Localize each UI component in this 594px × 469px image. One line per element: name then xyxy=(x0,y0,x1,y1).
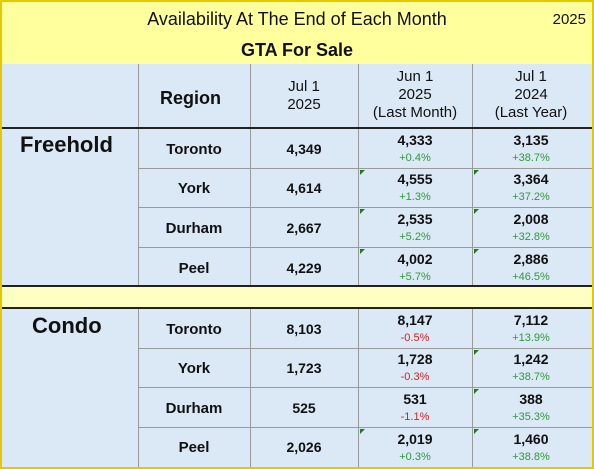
jun-change: +0.3% xyxy=(399,451,431,463)
jun-2025-value: 2,535 xyxy=(397,211,433,227)
jul-2025-value: 2,667 xyxy=(286,220,322,236)
jul-2024-value: 388 xyxy=(519,391,543,407)
jun-change: +5.2% xyxy=(399,231,431,243)
jul-2024-value: 2,008 xyxy=(513,211,549,227)
jun-2025-value: 2,019 xyxy=(397,431,433,447)
jul-2025-value: 4,614 xyxy=(286,180,322,196)
region-name: Toronto xyxy=(166,321,222,338)
cell-flag-icon xyxy=(474,170,479,175)
jul-2024-value: 3,135 xyxy=(513,132,549,148)
table-subtitle: GTA For Sale xyxy=(240,40,354,60)
col-jul-2025-header: Jul 1 2025 xyxy=(287,78,321,113)
jun-2025-value: 4,333 xyxy=(397,132,433,148)
cell-flag-icon xyxy=(474,429,479,434)
cell-flag-icon xyxy=(360,170,365,175)
table-title: Availability At The End of Each Month xyxy=(147,9,447,29)
jun-change: +0.4% xyxy=(399,152,431,164)
jun-2025-value: 1,728 xyxy=(397,351,433,367)
jul-2024-value: 1,242 xyxy=(513,351,549,367)
jul-2025-value: 525 xyxy=(292,400,316,416)
region-name: York xyxy=(177,180,211,197)
section-separator xyxy=(2,287,592,307)
jul-2025-value: 2,026 xyxy=(286,439,322,455)
jun-2025-value: 8,147 xyxy=(397,312,433,328)
region-name: Durham xyxy=(165,220,223,237)
jul-2024-value: 2,886 xyxy=(513,251,549,267)
jun-2025-value: 4,555 xyxy=(397,171,433,187)
jun-2025-value: 4,002 xyxy=(397,251,433,267)
region-name: Peel xyxy=(178,260,210,277)
col-jun-2025-header: Jun 1 2025 (Last Month) xyxy=(372,68,458,121)
yoy-change: +13.9% xyxy=(512,332,550,344)
cell-flag-icon xyxy=(474,209,479,214)
cell-flag-icon xyxy=(360,209,365,214)
region-name: Peel xyxy=(178,439,210,456)
region-name: Durham xyxy=(165,400,223,417)
jul-2025-value: 1,723 xyxy=(286,360,322,376)
yoy-change: +35.3% xyxy=(512,411,550,423)
jul-2024-value: 7,112 xyxy=(513,312,549,328)
jul-2025-value: 8,103 xyxy=(286,321,322,337)
jul-2025-value: 4,229 xyxy=(286,260,322,276)
jul-2024-value: 1,460 xyxy=(513,431,549,447)
col-jul-2024-header: Jul 1 2024 (Last Year) xyxy=(494,68,568,121)
region-name: Toronto xyxy=(166,141,222,158)
jun-change: -0.5% xyxy=(400,332,430,344)
cell-flag-icon xyxy=(474,350,479,355)
cell-flag-icon xyxy=(474,389,479,394)
cell-flag-icon xyxy=(360,429,365,434)
table-year: 2025 xyxy=(552,11,586,28)
yoy-change: +38.7% xyxy=(512,152,550,164)
yoy-change: +38.7% xyxy=(512,371,550,383)
yoy-change: +32.8% xyxy=(512,231,550,243)
section-label-freehold: Freehold xyxy=(20,132,113,157)
title-band: Availability At The End of Each Month 20… xyxy=(2,2,592,64)
jun-change: -0.3% xyxy=(400,371,430,383)
yoy-change: +38.8% xyxy=(512,451,550,463)
yoy-change: +37.2% xyxy=(512,191,550,203)
jun-2025-value: 531 xyxy=(403,391,427,407)
section-label-condo: Condo xyxy=(32,313,102,338)
region-name: York xyxy=(177,360,211,377)
cell-flag-icon xyxy=(360,249,365,254)
yoy-change: +46.5% xyxy=(512,271,550,283)
jun-change: -1.1% xyxy=(400,411,430,423)
jul-2024-value: 3,364 xyxy=(513,171,549,187)
jun-change: +1.3% xyxy=(399,191,431,203)
cell-flag-icon xyxy=(474,249,479,254)
region-header: Region xyxy=(160,88,221,108)
jun-change: +5.7% xyxy=(399,271,431,283)
jul-2025-value: 4,349 xyxy=(286,141,322,157)
